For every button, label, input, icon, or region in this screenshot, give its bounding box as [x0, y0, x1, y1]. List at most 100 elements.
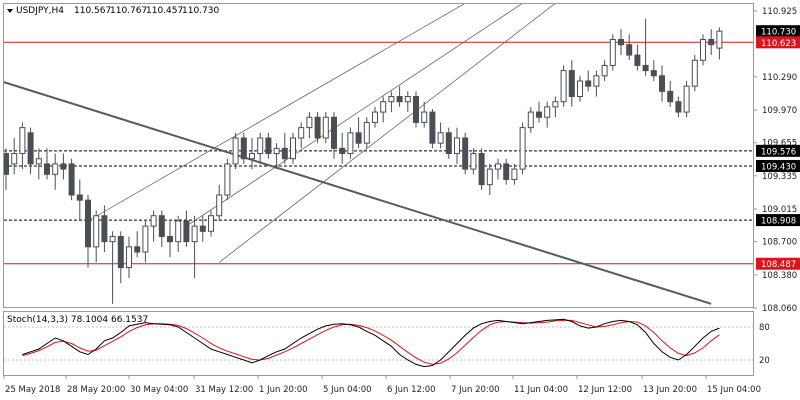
candle-body-bear	[478, 153, 485, 186]
candle-body-bull	[232, 137, 239, 165]
candle	[700, 34, 706, 66]
candle-body-bull	[322, 116, 329, 139]
candle-body-bull	[454, 137, 460, 155]
candle	[191, 215, 198, 278]
time-tick-label: 30 May 04:00	[130, 385, 188, 395]
candle	[4, 148, 9, 190]
candle-body-bull	[700, 39, 706, 61]
candle	[216, 184, 223, 221]
time-tick-label: 31 May 12:00	[195, 385, 253, 395]
candle	[167, 220, 173, 258]
candle	[208, 210, 214, 237]
candle-body-bull	[593, 75, 600, 87]
price-tick-label: 108.060	[762, 304, 797, 314]
candle-body-bear	[134, 246, 141, 253]
main-pane	[4, 4, 753, 305]
candle-body-bear	[667, 90, 674, 103]
level-price-label: 109.576	[761, 147, 796, 157]
candle-body-bear	[445, 132, 452, 155]
candle	[314, 112, 321, 144]
candle	[404, 91, 411, 113]
time-tick-label: 15 Jun 04:00	[707, 385, 761, 395]
candle-body-bear	[4, 153, 9, 175]
candle	[52, 153, 59, 190]
candle	[708, 29, 715, 56]
candle-body-bear	[167, 235, 173, 243]
candle-body-bull	[404, 96, 411, 103]
stoch-signal-line	[22, 319, 720, 365]
candle	[85, 195, 91, 268]
candle-body-bull	[347, 132, 354, 155]
candle	[134, 231, 141, 258]
candle	[306, 112, 313, 138]
price-tick-label: 109.015	[762, 205, 797, 215]
candle-body-bear	[355, 132, 362, 144]
candle	[224, 158, 231, 201]
candle	[175, 215, 182, 253]
candle-body-bear	[158, 215, 165, 237]
candle-body-bull	[257, 137, 264, 155]
candle	[372, 106, 378, 128]
time-tick-label: 25 May 2018	[5, 385, 60, 395]
candle-body-bull	[388, 96, 395, 103]
candle	[273, 143, 280, 170]
candle-body-bear	[396, 96, 403, 103]
candle	[519, 122, 526, 175]
time-tick-label: 1 Jun 20:00	[259, 385, 308, 395]
candle	[609, 34, 616, 71]
candle-body-bear	[44, 163, 50, 175]
candle	[659, 65, 665, 102]
candle	[683, 80, 690, 118]
candle	[265, 132, 272, 159]
price-tick-label: 110.925	[762, 7, 797, 17]
candle-body-bear	[462, 137, 469, 170]
candle	[470, 148, 477, 175]
candle-body-bull	[216, 194, 223, 217]
candle	[19, 122, 26, 170]
candle	[618, 29, 624, 56]
candle-body-bull	[273, 147, 280, 155]
price-tick-label: 108.700	[762, 238, 797, 248]
candle-body-bull	[519, 127, 526, 170]
candle-body-bear	[76, 194, 83, 201]
triangle-down-icon[interactable]	[7, 9, 13, 13]
symbol-label: USDJPY,H4	[16, 6, 64, 16]
candle-body-bull	[544, 106, 551, 118]
price-tick-label: 109.655	[762, 139, 797, 149]
candle-body-bull	[421, 111, 428, 123]
candle-body-bear	[568, 70, 575, 98]
time-tick-label: 28 May 20:00	[67, 385, 125, 395]
candle	[396, 86, 403, 107]
candle	[11, 137, 18, 175]
candle-body-bear	[659, 75, 665, 92]
time-tick-label: 12 Jun 12:00	[578, 385, 632, 395]
candle	[552, 96, 559, 118]
candle-body-bull	[52, 163, 59, 175]
candle-body-bull	[19, 127, 26, 155]
level-price-tag	[756, 144, 800, 157]
candle-body-bull	[683, 85, 690, 113]
candle-body-bear	[27, 132, 34, 165]
candle-body-bear	[503, 163, 510, 180]
candle	[109, 231, 116, 304]
candle	[486, 163, 493, 196]
low-value: 110.457	[146, 6, 183, 16]
candle	[322, 112, 329, 144]
trendline-0	[4, 81, 712, 305]
price-tick-label: 108.380	[762, 271, 797, 281]
price-tick-label: 109.970	[762, 106, 797, 116]
candle-body-bull	[35, 158, 42, 165]
candle	[298, 122, 305, 149]
candle-body-bull	[560, 70, 567, 103]
candle-body-bear	[634, 54, 641, 66]
candle-body-bear	[536, 111, 542, 118]
candle-body-bear	[650, 70, 657, 77]
level-price-label: 110.623	[761, 39, 796, 49]
candle-body-bull	[486, 168, 493, 186]
stoch-title: Stoch(14,3,3) 78.1004 66.1537	[7, 315, 148, 325]
candle	[355, 117, 362, 149]
candle	[388, 91, 395, 113]
channel-line-1	[186, 4, 523, 227]
candle-body-bull	[142, 225, 149, 253]
candle	[249, 137, 255, 170]
